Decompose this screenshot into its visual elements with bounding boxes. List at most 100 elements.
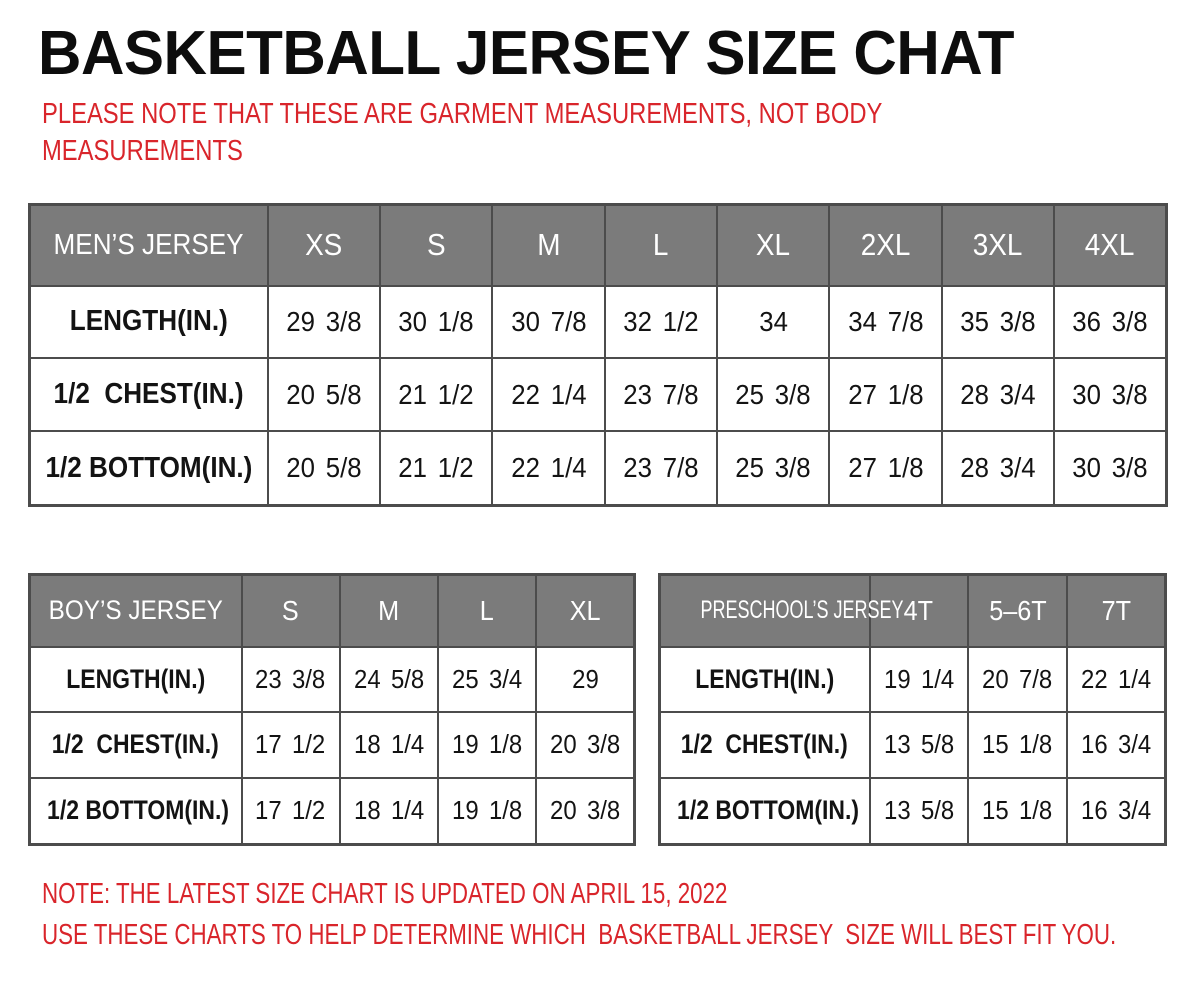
header-cell-text: L bbox=[480, 594, 495, 626]
size-value-text: 32 1/2 bbox=[623, 305, 699, 337]
table-row: 1/2 CHEST(IN.) 20 5/8 21 1/2 22 1/4 23 7/8 25… bbox=[28, 357, 1168, 433]
header-row: BOY’S JERSEY S M L XL bbox=[28, 573, 636, 648]
size-value-cell: 29 bbox=[535, 645, 636, 714]
size-value-cell: 30 7/8 bbox=[491, 284, 606, 360]
size-value-text: 17 1/2 bbox=[255, 729, 326, 760]
size-value-cell: 16 3/4 bbox=[1065, 711, 1167, 779]
table-row: 1/2 CHEST(IN.) 13 5/8 15 1/8 16 3/4 bbox=[658, 711, 1167, 779]
size-value-cell: 18 1/4 bbox=[338, 776, 440, 846]
size-value-cell: 20 5/8 bbox=[266, 430, 381, 507]
header-cell-text: 7T bbox=[1101, 594, 1131, 626]
size-value-cell: 24 5/8 bbox=[338, 645, 440, 714]
size-value-cell: 23 3/8 bbox=[240, 645, 341, 714]
mens-jersey-table: MEN’S JERSEY XS S M L XL 2XL 3XL 4XL LENGTH(IN.) 2… bbox=[28, 203, 1168, 507]
size-column-header: S bbox=[240, 573, 341, 648]
size-value-cell: 19 1/8 bbox=[436, 711, 538, 779]
size-value-text: 23 3/8 bbox=[255, 663, 326, 694]
size-value-cell: 36 3/8 bbox=[1053, 284, 1168, 360]
header-cell-text: 4XL bbox=[1085, 227, 1135, 263]
size-value-cell: 21 1/2 bbox=[378, 430, 494, 507]
header-cell-text: XS bbox=[305, 227, 343, 263]
size-column-header: 7T bbox=[1065, 573, 1167, 648]
size-value-text: 21 1/2 bbox=[398, 452, 474, 484]
size-value-cell: 34 7/8 bbox=[828, 284, 943, 360]
size-value-text: 18 1/4 bbox=[353, 795, 424, 826]
size-column-header: XS bbox=[266, 203, 381, 287]
header-cell-text: M bbox=[378, 594, 400, 626]
preschools-jersey-table-wrap: PRESCHOOL’S JERSEY 4T 5–6T 7T LENGTH(IN.) 19 … bbox=[658, 573, 1167, 846]
size-column-header: 3XL bbox=[940, 203, 1056, 287]
header-cell-text: 5–6T bbox=[988, 594, 1047, 626]
size-value-text: 19 1/8 bbox=[452, 795, 523, 826]
row-label-text: 1/2 CHEST(IN.) bbox=[681, 729, 849, 760]
size-value-text: 21 1/2 bbox=[398, 378, 474, 410]
table-row: 1/2 BOTTOM(IN.) 17 1/2 18 1/4 19 1/8 20 3/8 bbox=[28, 776, 636, 846]
footnotes: NOTE: THE LATEST SIZE CHART IS UPDATED O… bbox=[42, 874, 1200, 956]
size-value-text: 25 3/4 bbox=[452, 663, 523, 694]
size-value-text: 16 3/4 bbox=[1080, 729, 1151, 760]
size-value-text: 34 bbox=[758, 305, 788, 337]
row-label-cell: 1/2 CHEST(IN.) bbox=[658, 711, 871, 779]
size-value-cell: 23 7/8 bbox=[603, 430, 719, 507]
size-value-text: 22 1/4 bbox=[1080, 663, 1151, 694]
size-value-text: 25 3/8 bbox=[735, 378, 811, 410]
size-value-text: 15 1/8 bbox=[982, 795, 1053, 826]
update-date-note: NOTE: THE LATEST SIZE CHART IS UPDATED O… bbox=[42, 878, 728, 910]
preschools-jersey-table: PRESCHOOL’S JERSEY 4T 5–6T 7T LENGTH(IN.) 19 … bbox=[658, 573, 1167, 846]
header-cell-text: 3XL bbox=[973, 227, 1023, 263]
size-value-cell: 13 5/8 bbox=[868, 776, 970, 846]
size-value-cell: 13 5/8 bbox=[868, 711, 970, 779]
header-cell-text: MEN’S JERSEY bbox=[53, 228, 244, 261]
size-value-cell: 21 1/2 bbox=[378, 357, 494, 433]
size-value-text: 22 1/4 bbox=[510, 452, 587, 484]
size-value-text: 20 3/8 bbox=[550, 795, 621, 826]
size-value-cell: 18 1/4 bbox=[338, 711, 440, 779]
size-value-cell: 20 5/8 bbox=[266, 357, 381, 433]
size-value-text: 20 7/8 bbox=[982, 663, 1053, 694]
size-column-header: XL bbox=[535, 573, 636, 648]
size-value-text: 15 1/8 bbox=[982, 729, 1053, 760]
size-column-header: M bbox=[338, 573, 440, 648]
size-value-cell: 32 1/2 bbox=[603, 284, 719, 360]
size-value-cell: 25 3/8 bbox=[715, 430, 831, 507]
size-value-text: 30 1/8 bbox=[398, 305, 474, 337]
table-title-cell: PRESCHOOL’S JERSEY bbox=[658, 573, 904, 648]
size-value-text: 28 3/4 bbox=[960, 452, 1036, 484]
size-value-cell: 23 7/8 bbox=[603, 357, 719, 433]
size-value-cell: 15 1/8 bbox=[967, 711, 1068, 779]
size-value-cell: 15 1/8 bbox=[967, 776, 1068, 846]
size-value-text: 23 7/8 bbox=[623, 378, 699, 410]
header-row: MEN’S JERSEY XS S M L XL 2XL 3XL 4XL bbox=[28, 203, 1168, 287]
size-column-header: 4XL bbox=[1053, 203, 1168, 287]
size-value-cell: 20 3/8 bbox=[535, 776, 636, 846]
size-value-text: 16 3/4 bbox=[1080, 795, 1151, 826]
row-label-text: 1/2 BOTTOM(IN.) bbox=[47, 795, 229, 826]
size-value-text: 30 7/8 bbox=[510, 305, 587, 337]
boys-jersey-table-wrap: BOY’S JERSEY S M L XL LENGTH(IN.) 23 3/8 24 5/8… bbox=[28, 573, 636, 846]
size-value-cell: 28 3/4 bbox=[940, 430, 1056, 507]
size-column-header: XL bbox=[715, 203, 831, 287]
size-value-cell: 30 3/8 bbox=[1053, 357, 1168, 433]
size-value-text: 13 5/8 bbox=[883, 795, 954, 826]
row-label-cell: 1/2 BOTTOM(IN.) bbox=[28, 776, 243, 846]
size-value-cell: 30 3/8 bbox=[1053, 430, 1168, 507]
size-value-text: 17 1/2 bbox=[255, 795, 326, 826]
row-label-text: 1/2 BOTTOM(IN.) bbox=[45, 451, 253, 484]
size-value-text: 30 3/8 bbox=[1072, 378, 1148, 410]
garment-note-line-1: PLEASE NOTE THAT THESE ARE GARMENT MEASU… bbox=[42, 98, 883, 130]
size-value-cell: 22 1/4 bbox=[491, 430, 606, 507]
size-value-text: 18 1/4 bbox=[353, 729, 424, 760]
size-value-text: 36 3/8 bbox=[1072, 305, 1148, 337]
size-value-text: 29 bbox=[571, 663, 599, 694]
size-value-cell: 25 3/4 bbox=[436, 645, 538, 714]
size-value-text: 22 1/4 bbox=[510, 378, 587, 410]
size-value-cell: 35 3/8 bbox=[940, 284, 1056, 360]
size-value-text: 30 3/8 bbox=[1072, 452, 1148, 484]
size-value-cell: 34 bbox=[715, 284, 831, 360]
size-value-text: 19 1/4 bbox=[883, 663, 954, 694]
size-column-header: M bbox=[491, 203, 606, 287]
size-value-text: 20 5/8 bbox=[286, 452, 362, 484]
size-value-text: 13 5/8 bbox=[883, 729, 954, 760]
header-cell-text: M bbox=[536, 227, 561, 263]
size-value-cell: 27 1/8 bbox=[828, 357, 943, 433]
